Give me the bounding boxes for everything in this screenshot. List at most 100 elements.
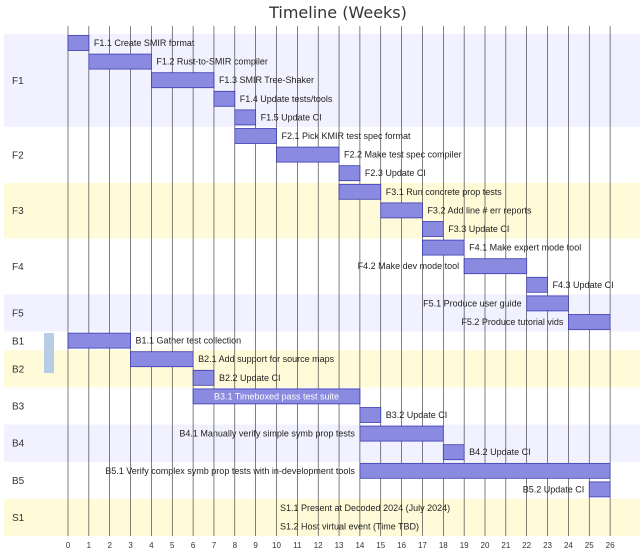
task-bar — [359, 407, 382, 423]
x-tick-label: 13 — [335, 541, 344, 550]
x-tick-label: 3 — [128, 541, 133, 550]
task-label: F1.5 Update CI — [261, 112, 322, 122]
task-label: F3.3 Update CI — [448, 224, 509, 234]
x-tick-label: 8 — [233, 541, 238, 550]
task-label: F2.1 Pick KMIR test spec format — [282, 131, 412, 141]
x-tick-label: 9 — [253, 541, 258, 550]
section-label: B3 — [12, 402, 25, 413]
task-bar — [422, 221, 444, 237]
task-bar — [234, 109, 257, 126]
task-bar — [442, 444, 465, 461]
x-tick-label: 23 — [543, 541, 552, 550]
x-tick-label: 2 — [107, 541, 112, 550]
section-band — [4, 350, 640, 388]
section-labels: F1 F2 F3 F4 F5 B1 B2 B3 B4 B5 S1 — [12, 76, 25, 524]
today-marker — [44, 333, 54, 373]
section-band — [4, 182, 640, 239]
section-label: F4 — [12, 262, 24, 273]
task-label: F1.2 Rust-to-SMIR compiler — [156, 57, 268, 67]
task-bar — [526, 276, 548, 293]
section-band — [4, 424, 640, 462]
x-tick-label: 26 — [606, 541, 615, 550]
x-tick-label: 24 — [564, 541, 573, 550]
task-bar — [380, 202, 423, 219]
task-bar — [276, 146, 340, 163]
x-tick-label: 4 — [149, 541, 154, 550]
task-bar — [213, 90, 236, 107]
task-label: F3.1 Run concrete prop tests — [386, 187, 503, 197]
task-label: F3.2 Add line # err reports — [427, 205, 532, 215]
section-bands — [4, 34, 640, 537]
task-bar — [88, 53, 152, 70]
task-label: F2.3 Update CI — [365, 168, 426, 178]
task-label: B5.2 Update CI — [523, 484, 585, 494]
task-bar — [192, 369, 215, 386]
task-label: F5.1 Produce user guide — [423, 298, 522, 308]
task-label: F2.2 Make test spec compiler — [344, 150, 462, 160]
section-label: B4 — [12, 439, 25, 450]
today-marker-group — [44, 333, 54, 373]
task-label: S1.1 Present at Decoded 2024 (July 2024) — [280, 503, 450, 513]
task-label: F4.2 Make dev mode tool — [358, 261, 460, 271]
task-bar — [526, 295, 569, 312]
x-tick-label: 21 — [501, 541, 510, 550]
chart-title: Timeline (Weeks) — [268, 3, 407, 22]
x-axis-ticks: 0 1 2 3 4 5 6 7 8 9 10 11 12 13 14 15 16 17 18 19 20 21 22 23 24… — [66, 541, 615, 550]
task-bar — [192, 388, 361, 405]
task-bar — [588, 481, 611, 498]
x-tick-label: 20 — [481, 541, 490, 550]
task-bar — [67, 332, 131, 349]
x-tick-label: 17 — [418, 541, 427, 550]
task-bar — [463, 258, 528, 275]
section-label: B1 — [12, 336, 25, 347]
x-tick-label: 12 — [314, 541, 323, 550]
task-label: B3.1 Timeboxed pass test suite — [214, 391, 339, 401]
task-label: F5.2 Produce tutorial vids — [461, 317, 564, 327]
task-label: B5.1 Verify complex symb prop tests with… — [105, 466, 355, 476]
section-label: F2 — [12, 150, 24, 161]
task-labels: F1.1 Create SMIR format F1.2 Rust-to-SMIR… — [94, 38, 614, 532]
task-bars — [67, 35, 611, 498]
section-label: F1 — [12, 76, 24, 87]
task-bar — [338, 165, 361, 182]
task-bar — [359, 462, 611, 479]
section-label: F5 — [12, 309, 24, 320]
section-band — [4, 331, 640, 351]
task-bar — [67, 35, 90, 51]
section-band — [4, 34, 640, 127]
task-label: B2.2 Update CI — [219, 373, 281, 383]
x-tick-label: 0 — [66, 541, 71, 550]
x-tick-label: 25 — [585, 541, 594, 550]
task-label: B1.1 Gather test collection — [136, 336, 242, 346]
task-bar — [150, 72, 215, 89]
x-tick-label: 16 — [397, 541, 406, 550]
task-label: S1.2 Host virtual event (Time TBD) — [280, 522, 419, 532]
x-tick-label: 18 — [439, 541, 448, 550]
task-label: F4.1 Make expert mode tool — [469, 243, 581, 253]
x-tick-label: 11 — [293, 541, 302, 550]
section-label: B2 — [12, 364, 25, 375]
x-tick-label: 19 — [460, 541, 469, 550]
x-tick-label: 14 — [355, 541, 364, 550]
x-tick-label: 15 — [376, 541, 385, 550]
task-label: F1.3 SMIR Tree-Shaker — [219, 75, 314, 85]
section-label: B5 — [12, 476, 25, 487]
x-tick-label: 10 — [272, 541, 281, 550]
x-tick-label: 22 — [522, 541, 531, 550]
section-label: F3 — [12, 206, 24, 217]
x-tick-label: 7 — [212, 541, 217, 550]
x-tick-label: 5 — [170, 541, 175, 550]
task-label: B3.2 Update CI — [386, 410, 448, 420]
task-bar — [359, 425, 444, 442]
task-label: F1.1 Create SMIR format — [94, 38, 195, 48]
task-bar — [422, 239, 465, 256]
task-label: F4.3 Update CI — [553, 280, 614, 290]
task-bar — [568, 314, 611, 330]
task-bar — [130, 351, 194, 368]
x-tick-label: 1 — [87, 541, 92, 550]
task-bar — [338, 183, 382, 200]
task-bar — [234, 128, 277, 144]
task-label: B2.1 Add support for source maps — [198, 354, 335, 364]
task-label: B4.2 Update CI — [469, 447, 531, 457]
